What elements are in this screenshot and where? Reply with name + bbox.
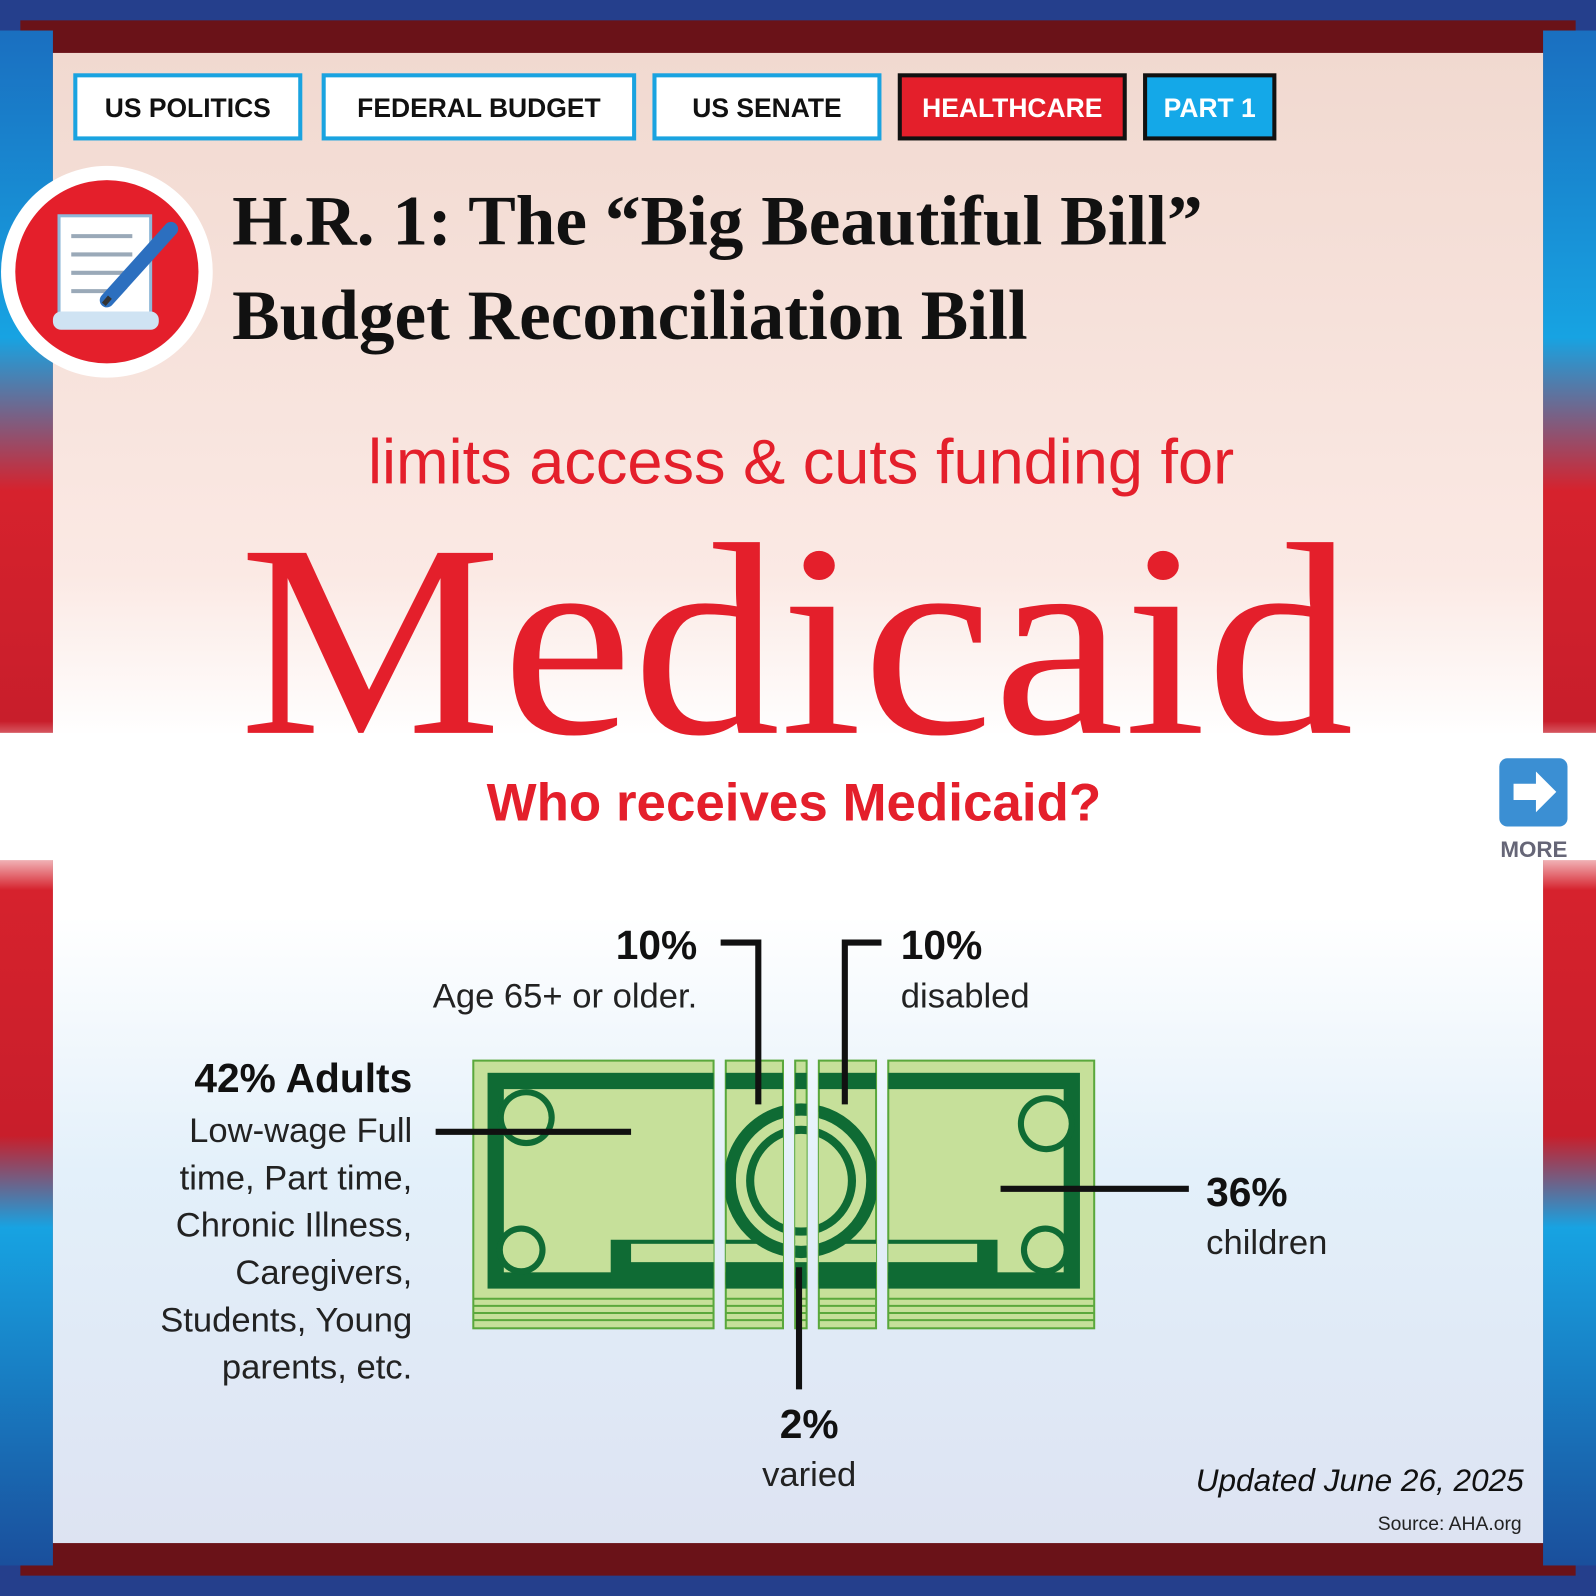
tag-box	[897, 73, 1127, 141]
category-label: Students, Young	[160, 1301, 412, 1339]
bill-seal-inner	[746, 1125, 857, 1236]
more-label[interactable]: MORE	[1500, 837, 1567, 862]
tag-box	[321, 73, 637, 141]
white-band	[0, 732, 1596, 861]
category-label: Age 65+ or older.	[433, 978, 697, 1016]
tag-label: US SENATE	[692, 93, 841, 123]
category-label: time, Part time,	[180, 1159, 413, 1197]
category-label: disabled	[901, 978, 1030, 1016]
updated: Updated June 26, 2025	[1196, 1462, 1524, 1498]
lead-text: limits access & cuts funding for	[368, 427, 1234, 497]
tag-label: US POLITICS	[105, 93, 271, 123]
tag-label: HEALTHCARE	[922, 93, 1102, 123]
tag-label: PART 1	[1164, 93, 1256, 123]
source: Source: AHA.org	[1378, 1514, 1522, 1535]
tag-box	[652, 73, 882, 141]
dollar-coin-inner	[1023, 1101, 1069, 1147]
value-label: 10%	[901, 922, 982, 968]
tag-box	[73, 73, 303, 141]
tag-label: FEDERAL BUDGET	[357, 93, 600, 123]
title-line2: Budget Reconciliation Bill	[232, 277, 1028, 355]
category-label: children	[1206, 1224, 1327, 1262]
value-label: 36%	[1206, 1169, 1287, 1215]
category-label: Chronic Illness,	[176, 1207, 412, 1245]
leader-line	[720, 939, 762, 1105]
value-label: 10%	[616, 922, 697, 968]
title-line1: H.R. 1: The “Big Beautiful Bill”	[232, 182, 1203, 260]
category-label: varied	[762, 1456, 856, 1494]
leader-line	[841, 939, 882, 1105]
dollar-coin-inner	[502, 1231, 540, 1269]
category-label: Low-wage Full	[189, 1112, 412, 1150]
more-button[interactable]: MORE	[1499, 758, 1568, 862]
value-label: 42% Adults	[194, 1055, 412, 1101]
subject: Medicaid	[239, 489, 1354, 793]
category-label: Caregivers,	[235, 1254, 412, 1292]
tag-box	[1143, 73, 1277, 141]
doc-icon	[52, 214, 179, 330]
chart-title: Who receives Medicaid?	[487, 773, 1102, 832]
value-label: 2%	[780, 1401, 839, 1447]
category-label: parents, etc.	[222, 1349, 412, 1387]
dollar-coin-inner	[1027, 1231, 1064, 1269]
